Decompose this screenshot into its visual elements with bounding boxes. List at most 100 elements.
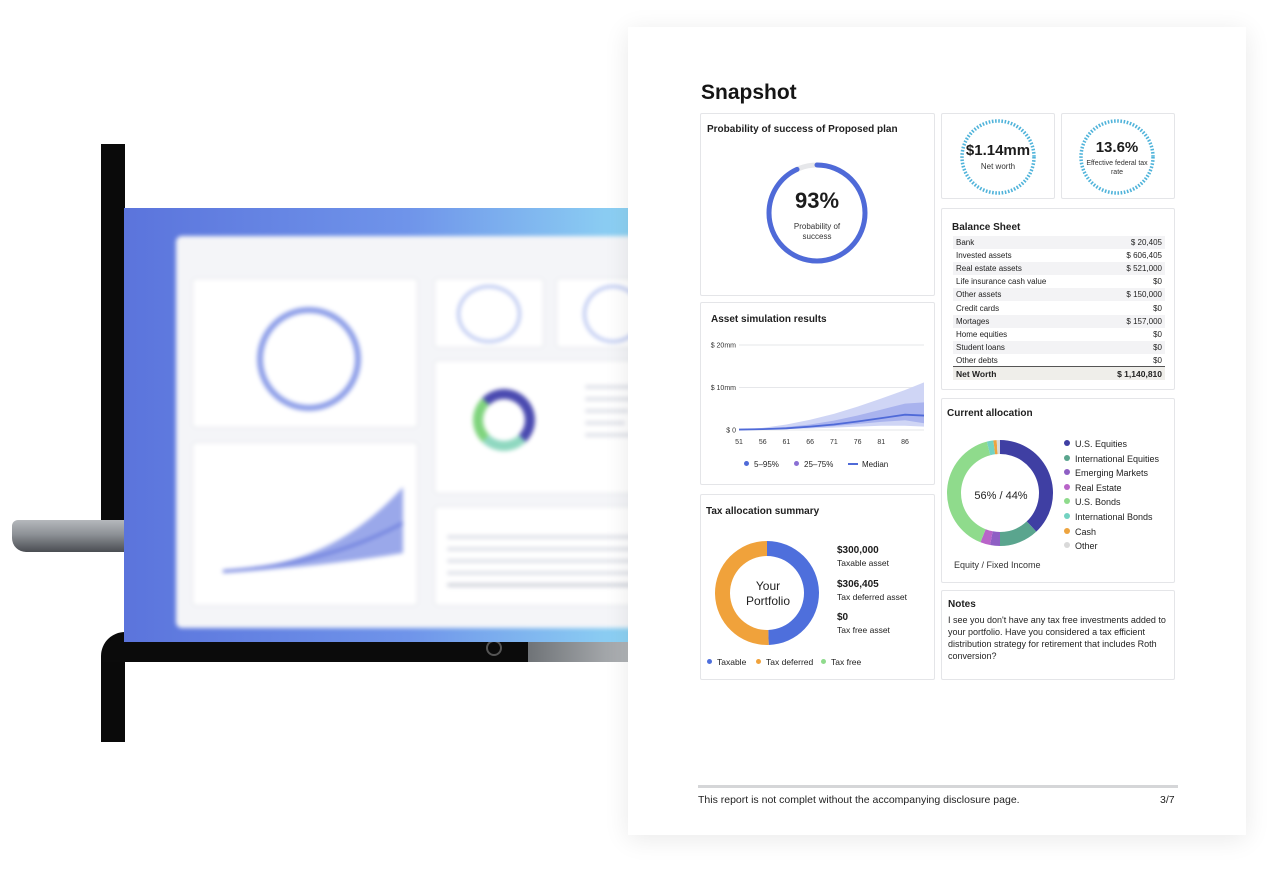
allocation-legend-item: Emerging Markets — [1064, 468, 1148, 478]
tax-slice — [767, 541, 819, 645]
legend-label: Tax free — [831, 657, 862, 667]
tax-item: $0 Tax free asset — [837, 612, 890, 635]
tax-slice — [714, 541, 769, 645]
blurred-card — [192, 278, 418, 428]
legend-label: U.S. Equities — [1075, 439, 1128, 449]
blurred-line — [585, 397, 635, 401]
balance-sheet-row-label: Life insurance cash value — [956, 277, 1047, 287]
blurred-line — [447, 571, 640, 575]
net-worth-label: Net worth — [980, 162, 1016, 171]
blurred-card — [434, 506, 640, 606]
probability-title: Probability of success of Proposed plan — [707, 124, 898, 135]
blurred-card — [556, 278, 640, 348]
blurred-line — [585, 385, 631, 389]
tax-donut-center-line1: Your — [755, 579, 781, 593]
legend-label: Tax deferred — [766, 657, 814, 667]
tax-item-label: Tax deferred asset — [837, 592, 907, 602]
x-tick-label: 56 — [759, 439, 767, 446]
x-tick-label: 66 — [806, 439, 814, 446]
blurred-card — [434, 278, 544, 348]
legend-dot-icon — [1064, 498, 1070, 505]
asset-simulation-title: Asset simulation results — [711, 314, 827, 325]
allocation-slice — [947, 441, 991, 543]
legend-label: International Equities — [1075, 453, 1160, 464]
blurred-ring — [257, 307, 361, 411]
balance-sheet-row-value: $ 521,000 — [1091, 262, 1165, 276]
laptop-keyboard-edge — [12, 520, 126, 552]
legend-label: U.S. Bonds — [1075, 497, 1121, 508]
balance-sheet-row: Credit cards $0 — [953, 301, 1165, 314]
balance-sheet-card: Balance Sheet Bank $ 20,405 Invested asset… — [941, 208, 1175, 390]
x-tick-label: 51 — [735, 439, 743, 446]
blurred-line — [585, 421, 625, 425]
balance-sheet-total-row: Net Worth $ 1,140,810 — [953, 366, 1165, 381]
legend-dot-icon — [821, 659, 826, 664]
tax-rate-card: 13.6% Effective federal tax rate — [1061, 113, 1175, 199]
legend-label: Taxable — [717, 657, 747, 667]
tax-legend-deferred: Tax deferred — [756, 657, 813, 667]
tax-allocation-card: Tax allocation summary Your Portfolio $3… — [700, 494, 935, 680]
tax-item-label: Taxable asset — [837, 558, 889, 568]
balance-sheet-row-value: $ 157,000 — [1091, 314, 1165, 328]
balance-sheet-row: Invested assets $ 606,405 — [953, 249, 1165, 262]
balance-sheet-row-label: Bank — [953, 236, 1092, 250]
allocation-slice — [980, 529, 993, 546]
blurred-line — [447, 535, 640, 539]
probability-card: Probability of success of Proposed plan … — [700, 113, 935, 296]
report-page: Snapshot Probability of success of Propo… — [628, 27, 1246, 835]
tax-donut-center-line2: Portfolio — [745, 594, 791, 608]
balance-sheet-row-label: Other debts — [956, 355, 998, 365]
legend-label: 5–95% — [754, 460, 779, 469]
balance-sheet-row-value: $0 — [1153, 355, 1162, 365]
legend-line-icon — [848, 463, 858, 465]
balance-sheet-row: Real estate assets $ 521,000 — [953, 262, 1165, 276]
blurred-ring — [583, 285, 640, 343]
allocation-legend-item: U.S. Equities — [1064, 439, 1127, 449]
tax-allocation-title: Tax allocation summary — [706, 506, 820, 517]
balance-sheet-row-value: $0 — [1153, 329, 1162, 339]
legend-dot-icon — [744, 461, 749, 466]
footer-divider — [698, 785, 1178, 788]
allocation-slice — [996, 440, 1000, 455]
tax-item-value: $300,000 — [837, 545, 879, 556]
tax-rate-ring — [1079, 119, 1155, 195]
balance-sheet-row-label: Real estate assets — [953, 262, 1092, 276]
balance-sheet-row: Other debts $0 — [953, 354, 1165, 367]
balance-sheet-title: Balance Sheet — [952, 222, 1021, 233]
balance-sheet-row: Home equities $0 — [953, 328, 1165, 341]
notes-title: Notes — [948, 599, 976, 610]
legend-dot-icon — [1064, 454, 1070, 461]
allocation-slice — [993, 440, 998, 455]
legend-5-95: 5–95% — [744, 460, 779, 469]
y-tick-label: $ 0 — [726, 428, 736, 435]
legend-label: Cash — [1075, 526, 1097, 537]
legend-dot-icon — [1064, 440, 1070, 446]
blurred-line — [447, 559, 640, 563]
blurred-ring — [473, 389, 535, 451]
balance-sheet-row: Mortages $ 157,000 — [953, 314, 1165, 328]
current-allocation-card: Current allocation 56% / 44% Equity / Fi… — [941, 398, 1175, 583]
allocation-slice — [1000, 521, 1037, 546]
x-tick-label: 81 — [877, 439, 885, 446]
allocation-donut-chart — [947, 440, 1053, 546]
legend-label: International Bonds — [1075, 512, 1153, 522]
laptop-base — [528, 642, 640, 662]
allocation-slice — [986, 440, 996, 456]
blurred-ring — [457, 285, 521, 343]
legend-dot-icon — [1064, 513, 1070, 519]
balance-sheet-row-value: $ 20,405 — [1091, 236, 1165, 250]
x-tick-label: 86 — [901, 439, 909, 446]
legend-label: 25–75% — [804, 460, 834, 469]
balance-sheet-row-value: $ 606,405 — [1126, 251, 1162, 261]
asset-simulation-chart: $ 0 $ 10mm $ 20mm 51 56 61 66 71 76 81 86 — [711, 343, 925, 446]
allocation-legend-item: Cash — [1064, 527, 1096, 537]
allocation-legend-item: Other — [1064, 541, 1098, 551]
asset-simulation-card: Asset simulation results $ 0 $ 10mm $ 20mm… — [700, 302, 935, 485]
tax-rate-value: 13.6% — [1095, 139, 1139, 156]
blurred-card — [434, 360, 640, 494]
blurred-area-chart — [222, 487, 404, 573]
probability-value: 93% — [794, 188, 840, 213]
blurred-line — [447, 547, 640, 551]
balance-sheet-row: Bank $ 20,405 — [953, 236, 1165, 250]
notes-card: Notes I see you don't have any tax free … — [941, 590, 1175, 680]
